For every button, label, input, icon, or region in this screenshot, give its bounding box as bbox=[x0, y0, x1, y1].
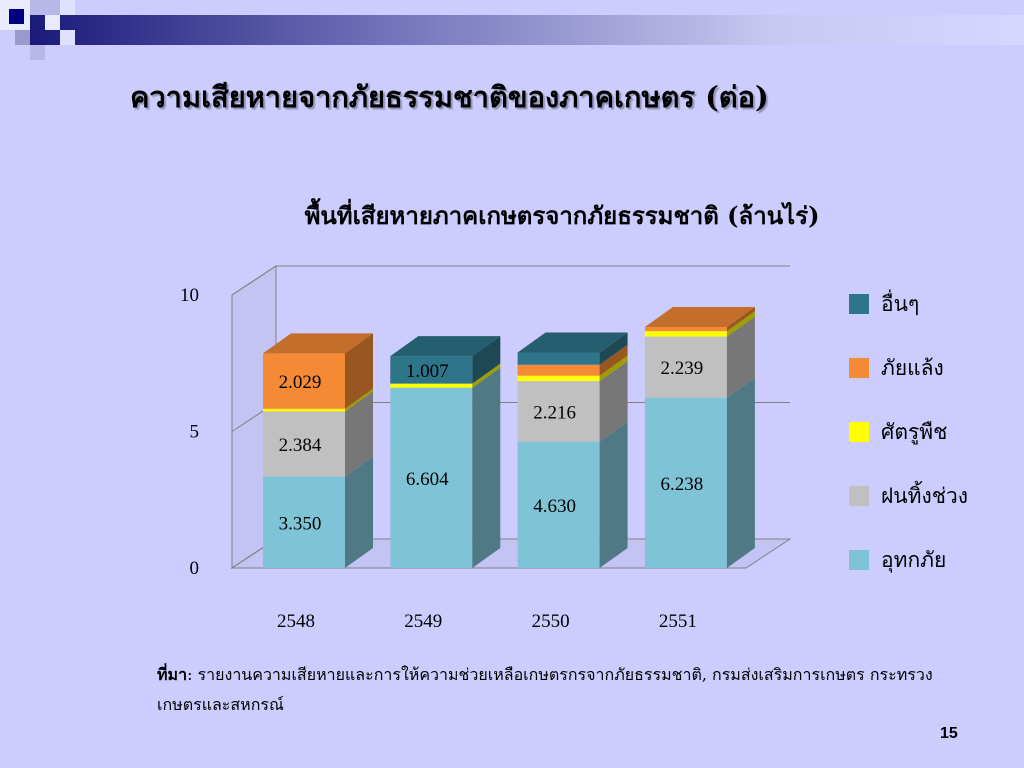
slide-title: ความเสียหายจากภัยธรรมชาติของภาคเกษตร (ต่… bbox=[130, 80, 769, 114]
data-label: 2.239 bbox=[661, 358, 704, 379]
bar-side bbox=[726, 311, 755, 337]
bar-segment bbox=[644, 327, 727, 332]
legend-label: ศัตรูพืช bbox=[881, 420, 948, 444]
legend-label: ฝนทิ้งช่วง bbox=[881, 484, 969, 508]
x-tick-label: 2548 bbox=[277, 611, 315, 632]
data-label: 6.604 bbox=[406, 469, 449, 490]
legend-swatch bbox=[849, 294, 869, 314]
bar-side bbox=[599, 361, 628, 442]
bar-side bbox=[599, 332, 628, 365]
y-tick-label: 10 bbox=[180, 285, 199, 306]
data-label: 3.350 bbox=[279, 513, 322, 534]
chart-title: พื้นที่เสียหายภาคเกษตรจากภัยธรรมชาติ (ล้… bbox=[304, 201, 820, 230]
header-square-mid bbox=[30, 45, 45, 60]
legend-label: ภัยแล้ง bbox=[881, 356, 944, 380]
legend-label: อื่นๆ bbox=[881, 292, 920, 316]
bar-segment bbox=[263, 353, 345, 409]
legend-swatch bbox=[849, 358, 869, 378]
bar-side bbox=[345, 391, 373, 477]
data-label: 1.007 bbox=[406, 361, 449, 382]
data-label: 2.029 bbox=[279, 372, 322, 393]
bar-side bbox=[345, 388, 373, 412]
page-number: 15 bbox=[940, 725, 958, 742]
legend-swatch bbox=[849, 486, 869, 506]
bar-top bbox=[517, 332, 628, 353]
gridline bbox=[231, 265, 790, 296]
bar-side bbox=[726, 377, 755, 568]
bar-segment bbox=[390, 356, 473, 384]
bar-segment bbox=[390, 387, 473, 568]
bar-segment bbox=[644, 397, 727, 568]
legend-label: อุทกภัย bbox=[881, 548, 947, 572]
bar-segment bbox=[390, 383, 473, 388]
bar-segment bbox=[644, 336, 727, 398]
header-square-dark bbox=[9, 9, 24, 24]
header-square-mid bbox=[30, 0, 60, 15]
x-tick-label: 2549 bbox=[404, 611, 442, 632]
x-tick-label: 2550 bbox=[532, 611, 570, 632]
bar-side bbox=[599, 355, 628, 382]
data-label: 2.384 bbox=[279, 435, 322, 456]
bar-top bbox=[263, 333, 373, 354]
bar-side bbox=[472, 363, 501, 388]
bar-side bbox=[599, 421, 628, 568]
data-label: 2.216 bbox=[533, 402, 576, 423]
bar-segment bbox=[517, 364, 600, 376]
legend-swatch bbox=[849, 550, 869, 570]
header-gradient-bar bbox=[30, 15, 1024, 45]
data-label: 4.630 bbox=[533, 496, 576, 517]
source-label: ที่มา bbox=[157, 665, 188, 684]
bar-segment bbox=[263, 411, 345, 477]
bar-segment bbox=[644, 331, 727, 337]
source-text: : รายงานความเสียหายและการให้ความช่วยเหลื… bbox=[157, 665, 933, 714]
bar-segment bbox=[517, 352, 600, 365]
bar-side bbox=[726, 307, 755, 332]
header-square-pale bbox=[45, 15, 60, 30]
legend-swatch bbox=[849, 422, 869, 442]
bar-side bbox=[726, 316, 755, 398]
x-tick-label: 2551 bbox=[659, 611, 697, 632]
bar-side bbox=[345, 456, 373, 568]
bar-segment bbox=[517, 375, 600, 382]
data-label: 6.238 bbox=[661, 474, 704, 495]
bar-segment bbox=[517, 441, 600, 568]
source-note: ที่มา: รายงานความเสียหายและการให้ความช่ว… bbox=[157, 660, 977, 720]
bar-segment bbox=[263, 476, 345, 568]
bar-side bbox=[472, 367, 501, 568]
header-square-mid bbox=[15, 30, 30, 45]
y-tick-label: 0 bbox=[190, 558, 200, 579]
bar-side bbox=[599, 344, 628, 376]
bar-segment bbox=[517, 381, 600, 442]
header-square-pale bbox=[60, 0, 75, 15]
bar-segment bbox=[263, 408, 345, 412]
header-square-pale bbox=[60, 30, 75, 45]
bar-top bbox=[644, 307, 755, 328]
y-tick-label: 5 bbox=[190, 422, 200, 443]
bar-side bbox=[472, 336, 501, 384]
bar-side bbox=[345, 333, 373, 409]
bar-top bbox=[390, 336, 501, 357]
